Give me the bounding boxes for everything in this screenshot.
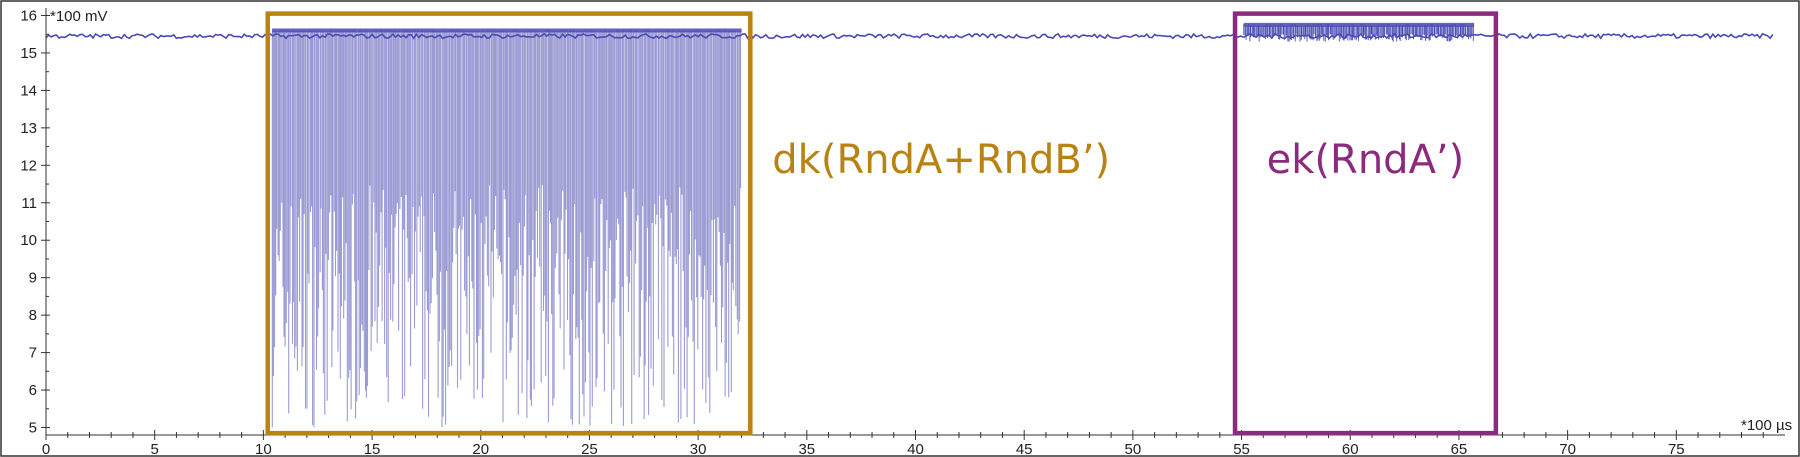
burst-top-band [272, 28, 742, 33]
x-tick-label: 30 [690, 441, 707, 457]
y-tick-label: 15 [20, 45, 37, 62]
x-tick-label: 45 [1016, 441, 1033, 457]
annotation-box-1 [265, 11, 753, 436]
burst-2 [1243, 22, 1475, 42]
x-tick-label: 0 [42, 441, 50, 457]
x-tick-label: 65 [1451, 441, 1468, 457]
annotation-box-2 [1232, 11, 1499, 436]
y-tick-label: 10 [20, 232, 37, 249]
x-tick-label: 70 [1559, 441, 1576, 457]
x-tick-label: 60 [1342, 441, 1359, 457]
y-ticks: 5 6 7 8 9 10 11 12 13 14 15 16 [20, 7, 50, 437]
annotation-label-1: dk(RndA+RndB’) [772, 137, 1110, 183]
x-tick-label: 15 [364, 441, 381, 457]
y-tick-label: 8 [29, 307, 37, 324]
signal-trace [45, 22, 1774, 428]
x-tick-label: 25 [581, 441, 598, 457]
y-tick-label: 7 [29, 345, 37, 362]
x-tick-label: 35 [798, 441, 815, 457]
x-unit-label: *100 µs [1741, 417, 1792, 434]
baseline-trace [45, 32, 1774, 40]
y-unit-label: *100 mV [50, 8, 108, 25]
y-tick-label: 12 [20, 157, 37, 174]
x-tick-label: 5 [151, 441, 159, 457]
burst-excursions [271, 29, 742, 428]
x-tick-label: 50 [1125, 441, 1142, 457]
burst-1 [271, 28, 742, 428]
y-tick-label: 9 [29, 270, 37, 287]
annotations: dk(RndA+RndB’) ek(RndA’) [265, 11, 1499, 436]
y-tick-label: 6 [29, 382, 37, 399]
annotation-label-2: ek(RndA’) [1267, 137, 1465, 183]
x-tick-label: 10 [255, 441, 272, 457]
burst-excursions [1243, 23, 1474, 42]
x-tick-label: 40 [907, 441, 924, 457]
burst-top-band [1243, 22, 1475, 27]
y-tick-label: 14 [20, 82, 37, 99]
y-tick-label: 13 [20, 120, 37, 137]
x-ticks: 0 5 10 15 20 25 30 35 40 45 50 55 60 65 70 75 [42, 430, 1764, 457]
y-tick-label: 16 [20, 7, 37, 24]
y-tick-label: 5 [29, 420, 37, 437]
y-tick-label: 11 [21, 195, 37, 212]
x-tick-label: 55 [1233, 441, 1250, 457]
x-tick-label: 75 [1668, 441, 1685, 457]
x-tick-label: 20 [472, 441, 489, 457]
